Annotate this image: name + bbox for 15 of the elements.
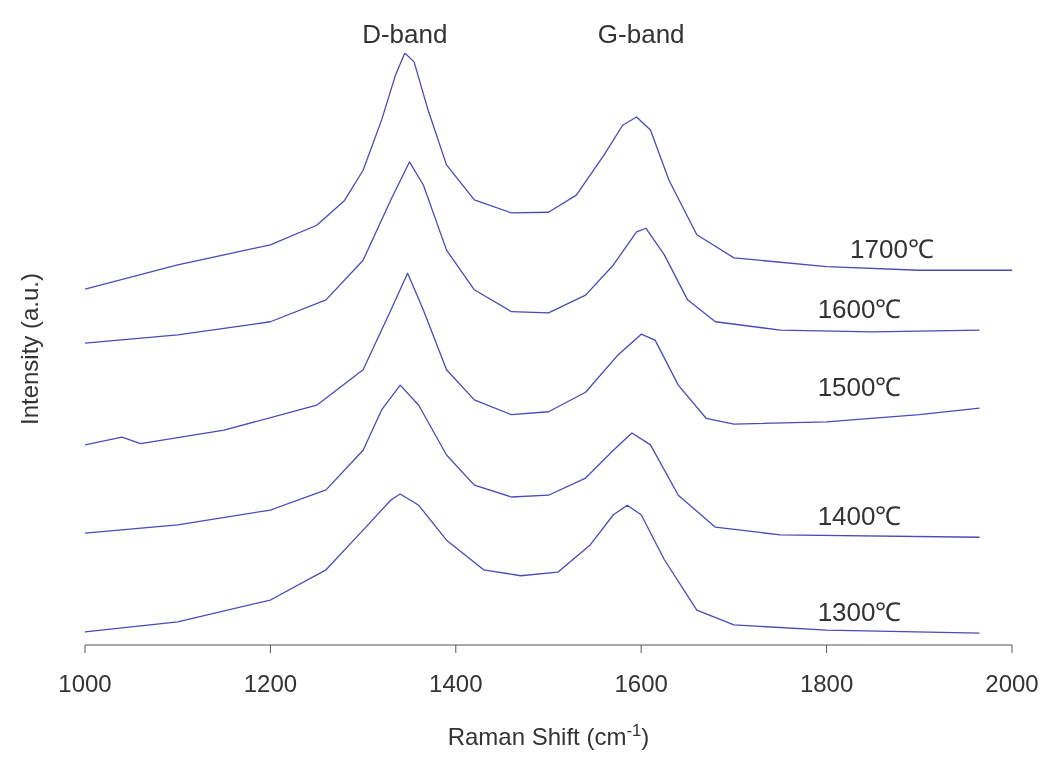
x-tick-label: 1200: [243, 670, 298, 698]
x-tick-label: 2000: [985, 670, 1039, 698]
series-label: 1700℃: [850, 234, 934, 265]
text: G-band: [597, 19, 685, 49]
text: D-band: [362, 19, 448, 49]
series-label: 1500℃: [817, 372, 902, 403]
x-tick-label: 1000: [58, 670, 112, 698]
x-axis-title: Raman Shift (cm$^{-1}$): [447, 720, 650, 750]
series-label: 1300℃: [817, 597, 902, 628]
x-tick-label: 1800: [799, 670, 854, 698]
series-label: 1600℃: [817, 294, 902, 325]
x-tick-label: 1400: [429, 670, 483, 698]
y-axis-title: Intensity (a.u.): [16, 272, 43, 426]
x-tick-label: 1600: [614, 670, 668, 698]
series-label: 1400℃: [817, 501, 902, 532]
